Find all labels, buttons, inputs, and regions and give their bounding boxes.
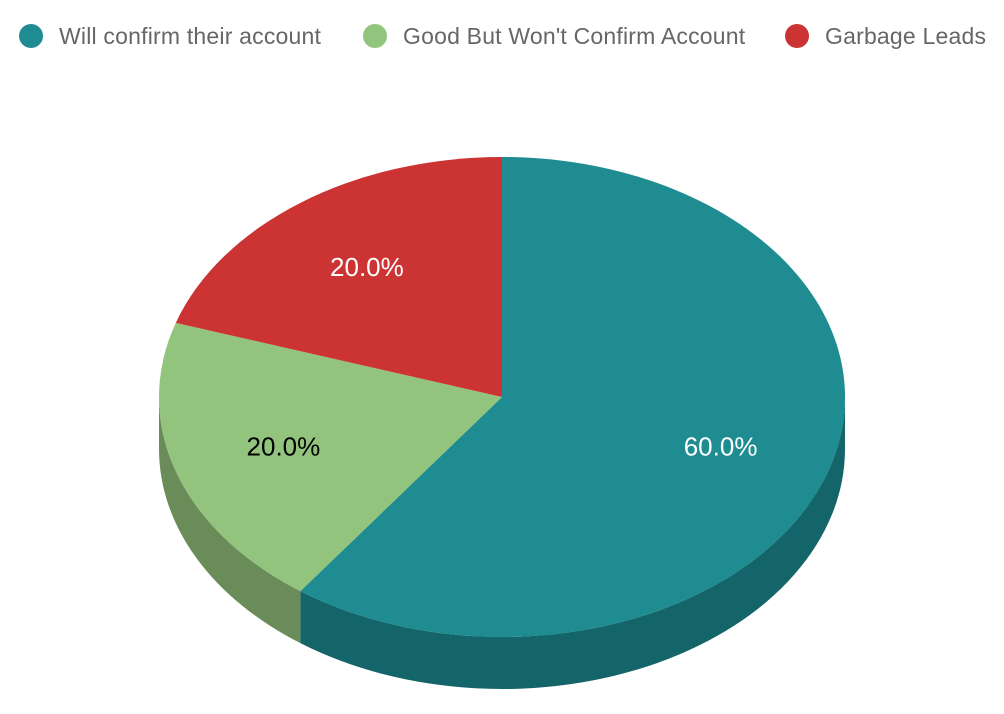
legend-item-will-confirm[interactable]: Will confirm their account	[19, 14, 321, 58]
pie-side-1	[159, 397, 301, 644]
legend-label-garbage-leads: Garbage Leads	[825, 22, 987, 49]
legend-label-good-but-wont-confirm: Good But Won't Confirm Account	[403, 22, 746, 49]
legend-swatch-good-but-wont-confirm	[363, 24, 387, 48]
pie-slice-1[interactable]	[159, 322, 503, 592]
data-label-1: 20.0%	[247, 432, 321, 462]
legend-label-will-confirm: Will confirm their account	[59, 22, 322, 49]
legend-swatch-garbage-leads	[785, 24, 809, 48]
pie-side-0	[300, 397, 845, 689]
legend-swatch-will-confirm	[19, 24, 43, 48]
pie-slice-2[interactable]	[175, 157, 503, 397]
data-label-2: 20.0%	[330, 252, 404, 282]
legend-item-good-but-wont-confirm[interactable]: Good But Won't Confirm Account	[363, 14, 745, 58]
legend-item-garbage-leads[interactable]: Garbage Leads	[785, 14, 986, 58]
legend: Will confirm their account Good But Won'…	[0, 14, 1004, 58]
data-label-0: 60.0%	[684, 432, 758, 462]
pie-slice-0[interactable]	[300, 157, 846, 637]
